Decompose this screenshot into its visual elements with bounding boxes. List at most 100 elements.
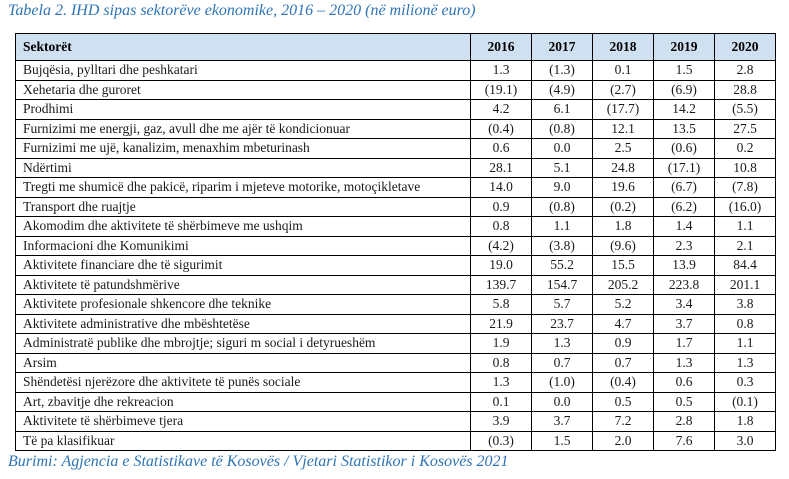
value-cell: (5.5) — [714, 99, 776, 120]
value-cell: 0.5 — [592, 391, 654, 412]
value-cell: (1.0) — [531, 372, 593, 393]
value-cell: 3.8 — [714, 294, 776, 315]
value-cell: 7.2 — [592, 411, 654, 432]
sector-label-cell: Furnizimi me energji, gaz, avull dhe me … — [15, 118, 471, 139]
value-cell: 24.8 — [592, 157, 654, 178]
value-cell: 21.9 — [470, 313, 532, 334]
value-cell: (0.3) — [470, 430, 532, 451]
table-row: Arsim 0.8 0.7 0.7 1.3 1.3 — [15, 352, 776, 373]
value-cell: 3.4 — [653, 294, 715, 315]
column-header-2017: 2017 — [531, 33, 593, 61]
sector-label-cell: Shëndetësi njerëzore dhe aktivitete të p… — [15, 372, 471, 393]
value-cell: 1.1 — [531, 216, 593, 237]
sector-label-cell: Aktivitete administrative dhe mbështetës… — [15, 313, 471, 334]
sector-label-cell: Aktivitete të patundshmërive — [15, 274, 471, 295]
table-row: Art, zbavitje dhe rekreacion 0.1 0.0 0.5 0.5… — [15, 391, 776, 412]
value-cell: (0.4) — [470, 118, 532, 139]
sector-label-cell: Xehetaria dhe guroret — [15, 79, 471, 100]
value-cell: 1.3 — [470, 372, 532, 393]
table-title: Tabela 2. IHD sipas sektorëve ekonomike,… — [8, 2, 476, 19]
value-cell: (4.9) — [531, 79, 593, 100]
table-row: Furnizimi me energji, gaz, avull dhe me … — [15, 118, 776, 139]
table-row: Tregti me shumicë dhe pakicë, riparim i … — [15, 177, 776, 198]
value-cell: 5.2 — [592, 294, 654, 315]
value-cell: 0.8 — [714, 313, 776, 334]
value-cell: 5.7 — [531, 294, 593, 315]
value-cell: 1.3 — [653, 352, 715, 373]
value-cell: 19.0 — [470, 255, 532, 276]
column-header-2018: 2018 — [592, 33, 654, 61]
table-row: Akomodim dhe aktivitete të shërbimeve me… — [15, 216, 776, 237]
value-cell: 0.3 — [714, 372, 776, 393]
value-cell: 0.0 — [531, 138, 593, 159]
table-row: Administratë publike dhe mbrojtje; sigur… — [15, 333, 776, 354]
value-cell: 27.5 — [714, 118, 776, 139]
header-row: Sektorët 2016 2017 2018 2019 2020 — [15, 33, 776, 61]
value-cell: 2.8 — [714, 60, 776, 81]
value-cell: (4.2) — [470, 235, 532, 256]
value-cell: 201.1 — [714, 274, 776, 295]
value-cell: 13.9 — [653, 255, 715, 276]
table-row: Ndërtimi 28.1 5.1 24.8 (17.1) 10.8 — [15, 157, 776, 178]
value-cell: 19.6 — [592, 177, 654, 198]
table-row: Prodhimi 4.2 6.1 (17.7) 14.2 (5.5) — [15, 99, 776, 120]
sector-label-cell: Aktivitete financiare dhe të sigurimit — [15, 255, 471, 276]
value-cell: 5.8 — [470, 294, 532, 315]
table-row: Të pa klasifikuar (0.3) 1.5 2.0 7.6 3.0 — [15, 430, 776, 451]
value-cell: 23.7 — [531, 313, 593, 334]
value-cell: 1.3 — [470, 60, 532, 81]
value-cell: 84.4 — [714, 255, 776, 276]
value-cell: (1.3) — [531, 60, 593, 81]
value-cell: 2.0 — [592, 430, 654, 451]
value-cell: 1.8 — [714, 411, 776, 432]
value-cell: 2.1 — [714, 235, 776, 256]
value-cell: 7.6 — [653, 430, 715, 451]
table-row: Transport dhe ruajtje 0.9 (0.8) (0.2) (6.2)(… — [15, 196, 776, 217]
value-cell: 1.4 — [653, 216, 715, 237]
value-cell: 14.0 — [470, 177, 532, 198]
source-caption: Burimi: Agjencia e Statistikave të Kosov… — [8, 453, 509, 470]
value-cell: 2.8 — [653, 411, 715, 432]
value-cell: 1.1 — [714, 216, 776, 237]
table-row: Shëndetësi njerëzore dhe aktivitete të p… — [15, 372, 776, 393]
sector-label-cell: Aktivitete profesionale shkencore dhe te… — [15, 294, 471, 315]
value-cell: (0.8) — [531, 118, 593, 139]
value-cell: (19.1) — [470, 79, 532, 100]
sector-label-cell: Art, zbavitje dhe rekreacion — [15, 391, 471, 412]
sector-label-cell: Të pa klasifikuar — [15, 430, 471, 451]
value-cell: 0.9 — [592, 333, 654, 354]
value-cell: 4.2 — [470, 99, 532, 120]
value-cell: 5.1 — [531, 157, 593, 178]
value-cell: 0.8 — [470, 352, 532, 373]
sector-label-cell: Transport dhe ruajtje — [15, 196, 471, 217]
value-cell: (0.2) — [592, 196, 654, 217]
value-cell: (0.1) — [714, 391, 776, 412]
value-cell: (0.4) — [592, 372, 654, 393]
table-row: Bujqësia, pylltari dhe peshkatari 1.3 (1.3… — [15, 60, 776, 81]
value-cell: 6.1 — [531, 99, 593, 120]
sector-label-cell: Arsim — [15, 352, 471, 373]
value-cell: (16.0) — [714, 196, 776, 217]
table-row: Aktivitete financiare dhe të sigurimit 19… — [15, 255, 776, 276]
value-cell: 3.7 — [653, 313, 715, 334]
value-cell: (6.2) — [653, 196, 715, 217]
sector-label-cell: Prodhimi — [15, 99, 471, 120]
column-header-sectors: Sektorët — [15, 33, 471, 61]
table-row: Aktivitete të patundshmërive 139.7 154.7 20… — [15, 274, 776, 295]
value-cell: 9.0 — [531, 177, 593, 198]
value-cell: 0.8 — [470, 216, 532, 237]
sector-label-cell: Administratë publike dhe mbrojtje; sigur… — [15, 333, 471, 354]
value-cell: 0.1 — [592, 60, 654, 81]
value-cell: 10.8 — [714, 157, 776, 178]
value-cell: 0.6 — [653, 372, 715, 393]
value-cell: (6.7) — [653, 177, 715, 198]
value-cell: 0.7 — [531, 352, 593, 373]
value-cell: 154.7 — [531, 274, 593, 295]
value-cell: 2.3 — [653, 235, 715, 256]
column-header-2019: 2019 — [653, 33, 715, 61]
ihd-sectors-table: Sektorët 2016 2017 2018 2019 2020 Bujqës… — [15, 33, 776, 451]
value-cell: 15.5 — [592, 255, 654, 276]
value-cell: 0.2 — [714, 138, 776, 159]
table-row: Aktivitete profesionale shkencore dhe te… — [15, 294, 776, 315]
